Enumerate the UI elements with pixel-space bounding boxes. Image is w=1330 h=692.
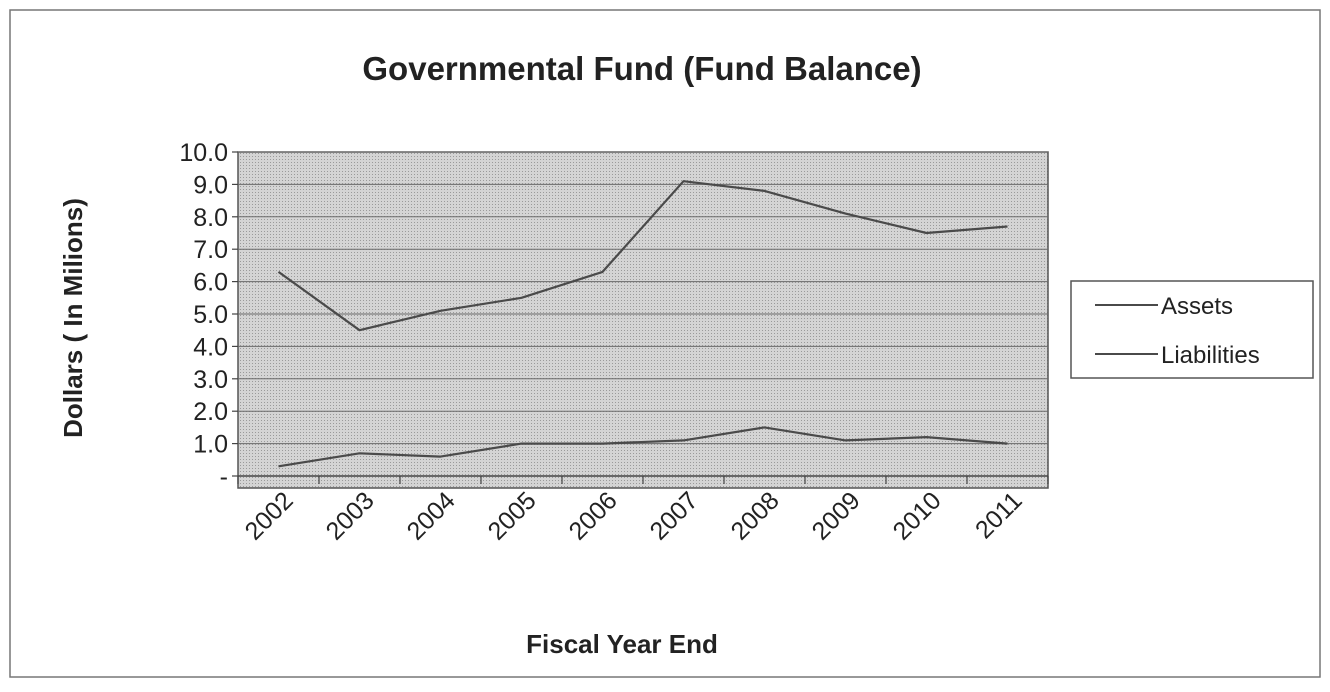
plot-area: [237, 151, 1049, 489]
chart-title: Governmental Fund (Fund Balance): [362, 50, 921, 87]
series-line-liabilities: [278, 426, 1008, 468]
x-axis-title: Fiscal Year End: [526, 629, 718, 659]
y-tick-label: 2.0: [193, 398, 228, 426]
y-tick-label: 4.0: [193, 333, 228, 361]
y-tick-label: 3.0: [193, 366, 228, 394]
gridlines: [238, 151, 1048, 477]
y-tick-label: 10.0: [179, 139, 228, 167]
y-tick-label: 5.0: [193, 301, 228, 329]
y-tick-label: 8.0: [193, 204, 228, 232]
series-lines: [277, 180, 1008, 468]
y-tick-label: 7.0: [193, 236, 228, 264]
y-tick-label: 9.0: [193, 171, 228, 199]
legend-label-liabilities: Liabilities: [1161, 342, 1260, 369]
legend-label-assets: Assets: [1161, 293, 1233, 320]
y-tick-label: -: [220, 463, 228, 491]
legend-box: [1070, 280, 1314, 379]
y-tick-label: 6.0: [193, 269, 228, 297]
legend: Assets Liabilities: [1070, 280, 1314, 379]
y-axis-title: Dollars ( In Milions): [58, 198, 88, 438]
series-line-assets: [277, 180, 1008, 332]
y-axis-ticks: - 1.0 2.0 3.0 4.0 5.0 6.0 7.0 8.0 9.0 10.0: [179, 139, 238, 491]
y-tick-label: 1.0: [193, 431, 228, 459]
